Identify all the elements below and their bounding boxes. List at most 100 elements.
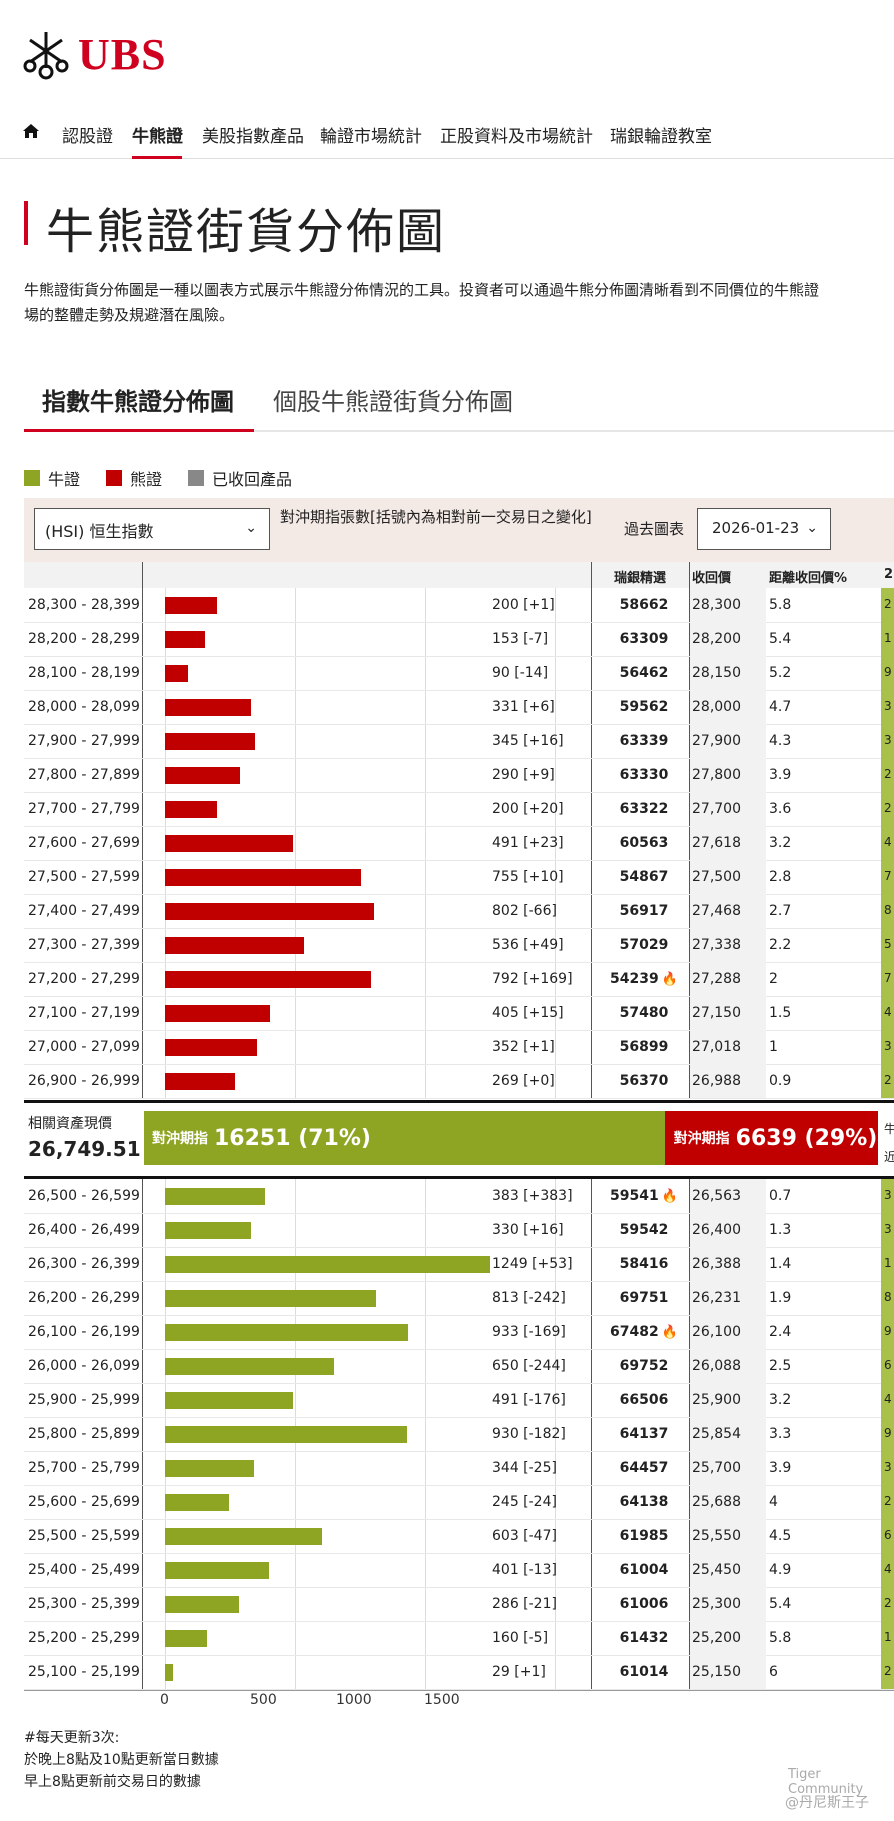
- product-code[interactable]: 56899: [604, 1039, 684, 1055]
- hedge-count: 491 [-176]: [492, 1392, 566, 1408]
- tab-index-cbbc[interactable]: 指數牛熊證分佈圖: [42, 388, 234, 416]
- product-code[interactable]: 67482 🔥: [604, 1324, 684, 1340]
- call-price: 28,200: [692, 631, 741, 647]
- product-code[interactable]: 60563: [604, 835, 684, 851]
- nav-item-warrants[interactable]: 認股證: [62, 127, 113, 147]
- bear-bar[interactable]: [165, 665, 189, 682]
- product-code[interactable]: 63322: [604, 801, 684, 817]
- product-code[interactable]: 56462: [604, 665, 684, 681]
- bear-total-label: 對沖期指: [673, 1131, 730, 1147]
- call-price: 28,300: [692, 597, 741, 613]
- distance-pct: 2: [769, 971, 778, 987]
- product-code[interactable]: 63309: [604, 631, 684, 647]
- hedge-count: 1249 [+53]: [492, 1256, 573, 1272]
- bull-bar[interactable]: [165, 1392, 293, 1409]
- product-code[interactable]: 56370: [604, 1073, 684, 1089]
- bear-bar[interactable]: [165, 1005, 271, 1022]
- bear-bar[interactable]: [165, 835, 293, 852]
- product-code[interactable]: 58416: [604, 1256, 684, 1272]
- bull-bar[interactable]: [165, 1188, 265, 1205]
- bull-row: 25,300 - 25,399 286 [-21] 61006 25,300 5.4 2: [24, 1587, 894, 1622]
- date-select-value: 2026-01-23: [712, 519, 800, 537]
- bull-bar[interactable]: [165, 1630, 207, 1647]
- product-code[interactable]: 66506: [604, 1392, 684, 1408]
- nav-item-education[interactable]: 瑞銀輪證教室: [610, 127, 712, 147]
- product-code[interactable]: 69752: [604, 1358, 684, 1374]
- bull-bar[interactable]: [165, 1460, 255, 1477]
- bull-bar[interactable]: [165, 1222, 251, 1239]
- call-price: 27,018: [692, 1039, 741, 1055]
- product-code[interactable]: 56917: [604, 903, 684, 919]
- nav-item-underlying-stats[interactable]: 正股資料及市場統計: [440, 127, 593, 147]
- distance-pct: 3.6: [769, 801, 792, 817]
- bear-bar[interactable]: [165, 733, 255, 750]
- nav-item-cbbc[interactable]: 牛熊證: [132, 127, 183, 147]
- product-code[interactable]: 61004: [604, 1562, 684, 1578]
- price-range: 26,900 - 26,999: [28, 1073, 140, 1089]
- bear-bar[interactable]: [165, 1073, 235, 1090]
- product-code[interactable]: 57029: [604, 937, 684, 953]
- nav-item-us-index[interactable]: 美股指數產品: [202, 127, 304, 147]
- product-code[interactable]: 57480: [604, 1005, 684, 1021]
- ubs-logo[interactable]: UBS: [22, 28, 167, 80]
- call-price: 27,618: [692, 835, 741, 851]
- index-select[interactable]: (HSI) 恒生指數 ⌄: [34, 508, 270, 550]
- call-price-bg: [690, 1315, 766, 1349]
- bear-bar[interactable]: [165, 631, 205, 648]
- product-code[interactable]: 64137: [604, 1426, 684, 1442]
- product-code-text: 59542: [619, 1222, 669, 1238]
- call-price-bg: [690, 724, 766, 758]
- bear-row: 27,400 - 27,499 802 [-66] 56917 27,468 2.7 8: [24, 894, 894, 929]
- call-price: 25,200: [692, 1630, 741, 1646]
- bear-bar[interactable]: [165, 903, 374, 920]
- bull-bar[interactable]: [165, 1596, 240, 1613]
- product-code[interactable]: 54239 🔥: [604, 971, 684, 987]
- bull-bar[interactable]: [165, 1562, 270, 1579]
- product-code[interactable]: 63330: [604, 767, 684, 783]
- bear-bar[interactable]: [165, 801, 217, 818]
- price-range: 25,400 - 25,499: [28, 1562, 140, 1578]
- product-code[interactable]: 58662: [604, 597, 684, 613]
- product-code[interactable]: 54867: [604, 869, 684, 885]
- nav-item-market-stats[interactable]: 輪證市場統計: [320, 127, 422, 147]
- bull-bar[interactable]: [165, 1494, 229, 1511]
- bear-bar[interactable]: [165, 767, 241, 784]
- bull-bar[interactable]: [165, 1664, 173, 1681]
- bull-row: 26,200 - 26,299 813 [-242] 69751 26,231 1.9 8: [24, 1281, 894, 1316]
- watermark-author: @丹尼斯王子: [785, 1795, 869, 1811]
- bear-bar[interactable]: [165, 597, 217, 614]
- product-code[interactable]: 61006: [604, 1596, 684, 1612]
- bear-bar[interactable]: [165, 699, 252, 716]
- bull-bar[interactable]: [165, 1324, 408, 1341]
- bull-bar[interactable]: [165, 1290, 377, 1307]
- page-title: 牛熊證街貨分佈圖: [46, 204, 447, 260]
- call-price-bg: [690, 1417, 766, 1451]
- product-code[interactable]: 63339: [604, 733, 684, 749]
- called-swatch: [188, 470, 205, 486]
- distance-pct: 2.4: [769, 1324, 792, 1340]
- distance-pct: 3.2: [769, 1392, 792, 1408]
- bear-bar[interactable]: [165, 869, 362, 886]
- product-code[interactable]: 69751: [604, 1290, 684, 1306]
- product-code[interactable]: 61014: [604, 1664, 684, 1680]
- bull-bar[interactable]: [165, 1256, 490, 1273]
- product-code[interactable]: 64138: [604, 1494, 684, 1510]
- product-code-text: 59541: [610, 1188, 659, 1204]
- product-code[interactable]: 59542: [604, 1222, 684, 1238]
- tab-stock-cbbc[interactable]: 個股牛熊證街貨分佈圖: [273, 388, 513, 416]
- bull-bar[interactable]: [165, 1528, 322, 1545]
- product-code[interactable]: 61432: [604, 1630, 684, 1646]
- product-code[interactable]: 64457: [604, 1460, 684, 1476]
- product-code[interactable]: 59562: [604, 699, 684, 715]
- home-icon[interactable]: [22, 122, 40, 144]
- bear-bar[interactable]: [165, 971, 371, 988]
- bull-bar[interactable]: [165, 1426, 407, 1443]
- bear-bar[interactable]: [165, 937, 305, 954]
- product-code[interactable]: 59541 🔥: [604, 1188, 684, 1204]
- bear-bar[interactable]: [165, 1039, 257, 1056]
- bear-rows: 28,300 - 28,399 200 [+1] 58662 28,300 5.8 2 28…: [24, 588, 894, 1099]
- product-code[interactable]: 61985: [604, 1528, 684, 1544]
- date-select[interactable]: 2026-01-23 ⌄: [697, 508, 831, 550]
- bull-row: 25,200 - 25,299 160 [-5] 61432 25,200 5.8 1: [24, 1621, 894, 1656]
- bull-bar[interactable]: [165, 1358, 334, 1375]
